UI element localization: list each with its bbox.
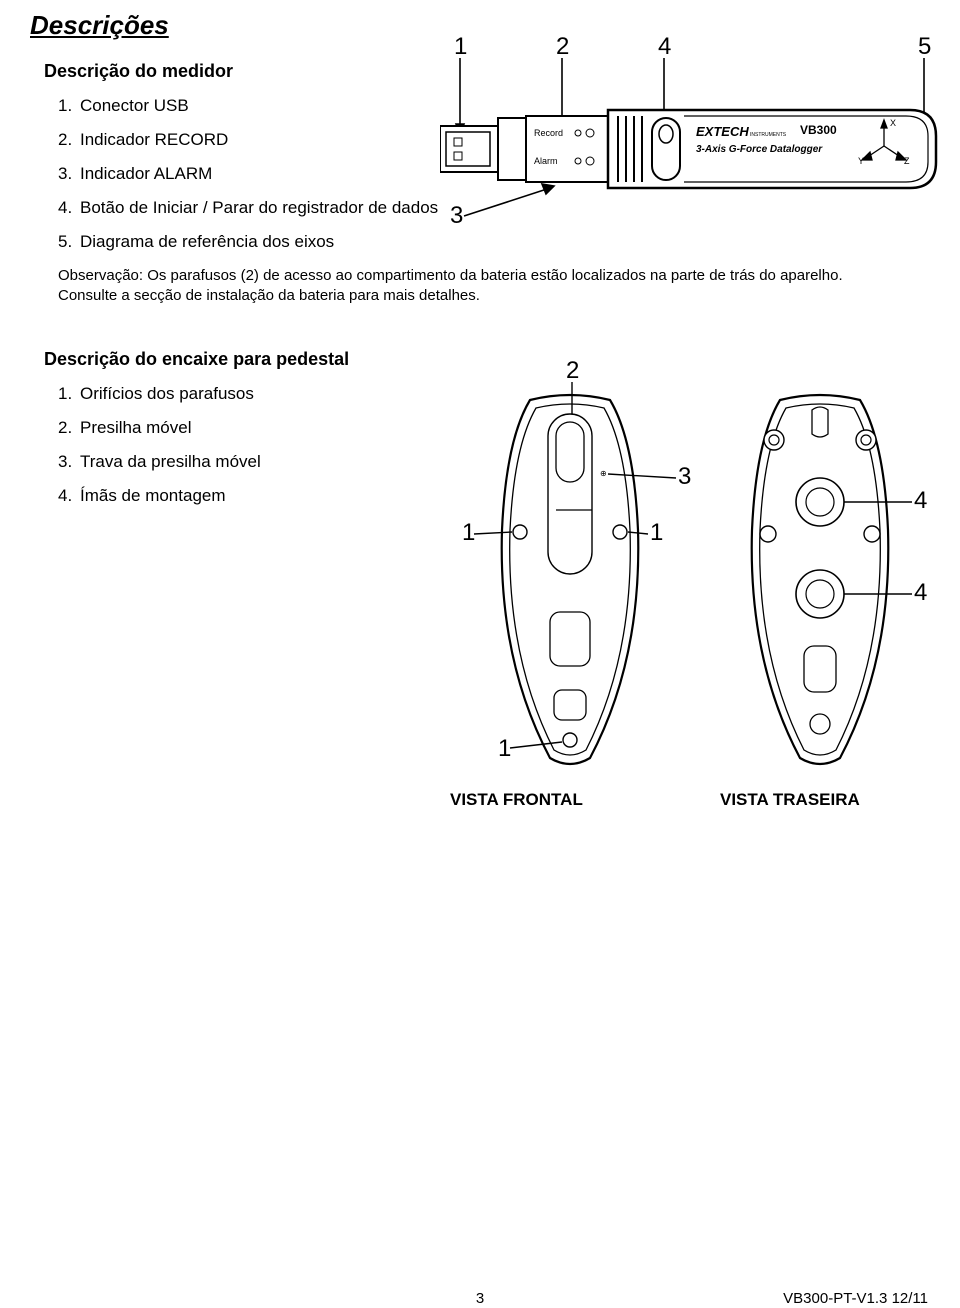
- svg-text:4: 4: [914, 579, 927, 606]
- meter-diagram: 1 2 4 5 3 R: [440, 28, 940, 228]
- svg-text:EXTECH: EXTECH: [696, 124, 749, 139]
- svg-text:Alarm: Alarm: [534, 156, 558, 166]
- pedestal-diagram: ⊕ 2 3 1 1 1: [420, 360, 940, 790]
- svg-text:1: 1: [462, 519, 475, 546]
- svg-text:1: 1: [650, 519, 663, 546]
- device-drawing: Record Alarm EXTECH INSTRUMENTS VB300 3-…: [440, 110, 936, 188]
- svg-text:INSTRUMENTS: INSTRUMENTS: [750, 132, 787, 138]
- svg-text:1: 1: [498, 735, 511, 762]
- svg-text:3: 3: [678, 463, 691, 490]
- callout-5: 5: [918, 33, 931, 60]
- svg-text:VB300: VB300: [800, 123, 837, 137]
- callout-1: 1: [454, 33, 467, 60]
- svg-text:Record: Record: [534, 128, 563, 138]
- callout-2: 2: [556, 33, 569, 60]
- svg-text:Y: Y: [858, 156, 864, 166]
- pedestal-front: ⊕ 2 3 1 1 1: [462, 360, 691, 764]
- page-number: 3: [476, 1290, 484, 1307]
- caption-rear: VISTA TRASEIRA: [720, 790, 860, 810]
- svg-text:2: 2: [566, 360, 579, 384]
- callout-4: 4: [658, 33, 671, 60]
- callout-3: 3: [450, 202, 463, 228]
- svg-text:⊕: ⊕: [600, 469, 607, 478]
- svg-text:Z: Z: [904, 156, 910, 166]
- svg-text:3-Axis G-Force Datalogger: 3-Axis G-Force Datalogger: [696, 144, 823, 155]
- doc-id: VB300-PT-V1.3 12/11: [783, 1290, 928, 1307]
- meter-note: Observação: Os parafusos (2) de acesso a…: [58, 266, 902, 307]
- pedestal-rear: 4 4: [752, 395, 928, 764]
- svg-text:4: 4: [914, 487, 927, 514]
- caption-front: VISTA FRONTAL: [450, 790, 583, 810]
- list-item: 5.Diagrama de referência dos eixos: [58, 232, 930, 252]
- svg-text:X: X: [890, 118, 896, 128]
